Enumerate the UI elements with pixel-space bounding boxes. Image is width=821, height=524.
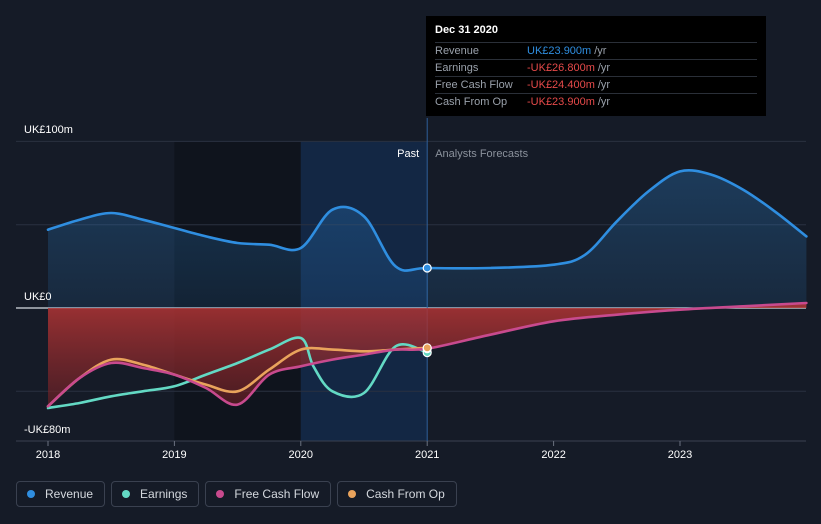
series-line-revenue	[46, 169, 808, 272]
legend: Revenue Earnings Free Cash Flow Cash Fro…	[16, 481, 457, 509]
legend-label: Cash From Op	[366, 487, 445, 501]
point-revenue	[422, 263, 432, 273]
legend-dot-icon	[27, 490, 35, 498]
legend-item-cash-from-op[interactable]: Cash From Op	[337, 481, 457, 507]
x-tick-label: 2020	[289, 449, 313, 461]
tooltip-unit: /yr	[594, 45, 607, 57]
tooltip-value: UK£23.900m	[527, 45, 592, 57]
tooltip-row-free-cash-flow: Free Cash Flow -UK£24.400m /yr	[435, 76, 757, 93]
tooltip-label: Cash From Op	[435, 96, 508, 108]
legend-label: Earnings	[140, 487, 188, 501]
forecast-label: Analysts Forecasts	[435, 148, 528, 160]
tooltip-unit: /yr	[597, 79, 611, 91]
tooltip-row-earnings: Earnings -UK£26.800m /yr	[435, 59, 757, 76]
legend-dot-icon	[122, 490, 131, 498]
tooltip-row-revenue: Revenue UK£23.900m /yr	[435, 42, 757, 59]
legend-item-revenue[interactable]: Revenue	[16, 481, 106, 507]
tooltip-value: -UK£23.900m	[527, 96, 595, 108]
x-tick-label: 2021	[415, 449, 439, 461]
x-tick-label: 2019	[162, 449, 186, 461]
legend-dot-icon	[216, 490, 225, 498]
legend-item-earnings[interactable]: Earnings	[111, 481, 200, 507]
y-tick-label: UK£0	[24, 291, 52, 303]
x-tick-label: 2022	[541, 449, 565, 461]
tooltip-date: Dec 31 2020	[435, 24, 498, 36]
past-label: Past	[397, 148, 419, 160]
tooltip-label: Revenue	[435, 45, 480, 57]
y-tick-label: -UK£80m	[24, 424, 70, 436]
tooltip-unit: /yr	[597, 96, 611, 108]
tooltip-row-cash-from-op: Cash From Op -UK£23.900m /yr	[435, 93, 757, 110]
legend-label: Revenue	[45, 487, 94, 501]
series-line-cash-from-op	[46, 346, 429, 408]
point-cash-from-op	[422, 343, 432, 353]
legend-label: Free Cash Flow	[234, 487, 320, 501]
legend-dot-icon	[348, 490, 357, 498]
revenue-area	[48, 170, 807, 308]
y-tick-label: UK£100m	[24, 124, 73, 136]
x-tick-label: 2018	[36, 449, 60, 461]
x-tick-label: 2023	[668, 449, 692, 461]
tooltip-value: -UK£26.800m	[527, 62, 595, 74]
series-line-earnings	[46, 336, 429, 410]
tooltip-label: Earnings	[435, 62, 479, 74]
series-line-free-cash-flow	[46, 301, 808, 408]
tooltip-unit: /yr	[597, 62, 611, 74]
tooltip-label: Free Cash Flow	[435, 79, 513, 91]
legend-item-free-cash-flow[interactable]: Free Cash Flow	[205, 481, 332, 507]
tooltip-value: -UK£24.400m	[527, 79, 595, 91]
tooltip: Dec 31 2020 Revenue UK£23.900m /yr Earni…	[426, 16, 766, 116]
negative-area	[48, 303, 807, 407]
